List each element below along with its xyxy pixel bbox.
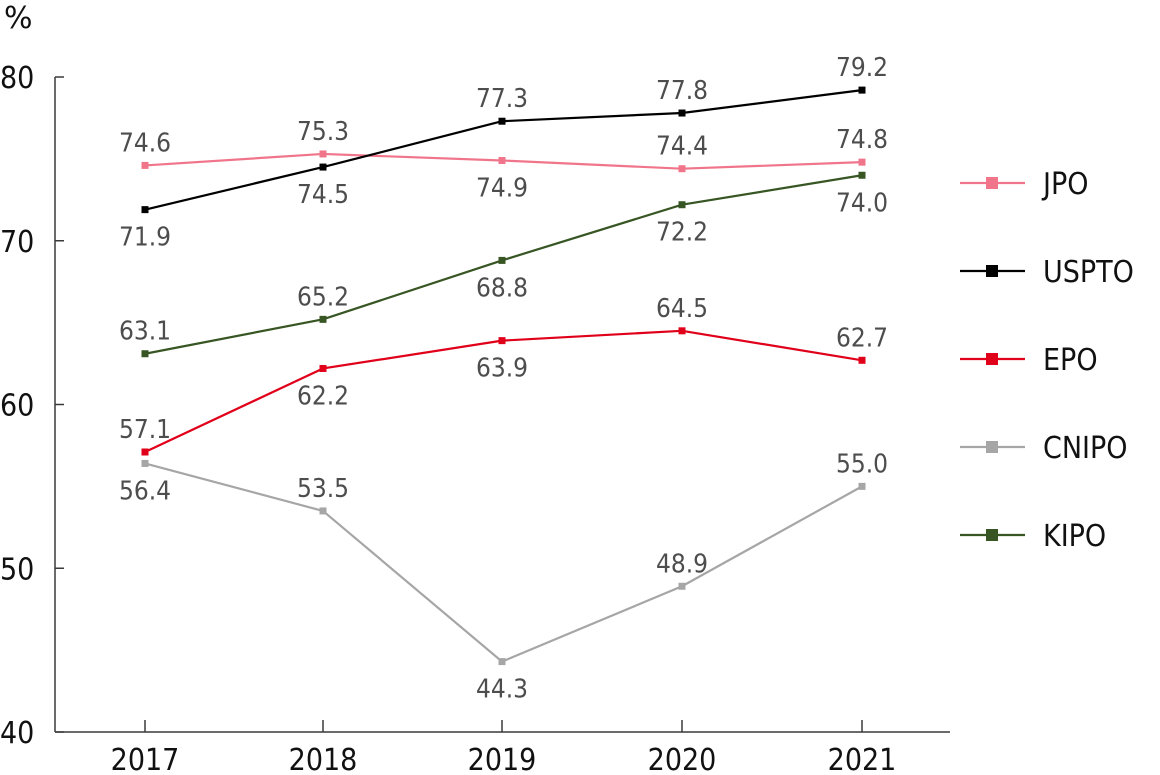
series-line-epo (144, 329, 863, 453)
data-label-jpo: 74.6 (119, 128, 171, 158)
data-label-epo: 62.2 (297, 381, 349, 411)
data-label-kipo: 74.0 (836, 188, 888, 218)
data-label-epo: 63.9 (476, 354, 528, 384)
data-point-uspto (319, 163, 327, 171)
data-label-kipo: 63.1 (119, 317, 171, 347)
data-point-kipo (498, 256, 506, 264)
x-tick-label: 2020 (648, 743, 717, 775)
series-uspto (141, 86, 866, 214)
legend-item-cnipo: CNIPO (960, 431, 1128, 466)
legend-item-uspto: USPTO (960, 255, 1134, 290)
data-point-uspto (678, 109, 686, 117)
y-tick-label: 50 (0, 552, 34, 587)
data-label-uspto: 77.3 (476, 84, 528, 114)
legend-marker (986, 441, 998, 453)
y-tick-label: 70 (0, 225, 34, 260)
data-point-kipo (319, 315, 327, 323)
data-point-cnipo (141, 459, 149, 467)
legend-marker (986, 353, 998, 365)
data-label-jpo: 74.8 (836, 125, 888, 155)
data-point-cnipo (678, 582, 686, 590)
data-point-uspto (858, 86, 866, 94)
data-label-epo: 64.5 (656, 294, 708, 324)
data-label-jpo: 75.3 (297, 117, 349, 147)
data-label-uspto: 79.2 (836, 53, 888, 83)
data-point-uspto (141, 206, 149, 214)
legend-label: USPTO (1043, 255, 1134, 290)
data-label-epo: 57.1 (119, 415, 171, 445)
data-label-cnipo: 53.5 (297, 474, 349, 504)
data-point-uspto (498, 117, 506, 125)
data-point-cnipo (319, 507, 327, 515)
data-label-uspto: 74.5 (297, 180, 349, 210)
data-point-kipo (141, 350, 149, 358)
data-label-kipo: 72.2 (656, 218, 708, 248)
legend-item-epo: EPO (960, 343, 1098, 378)
data-point-epo (141, 448, 149, 456)
series-cnipo (141, 459, 866, 666)
series-epo (141, 327, 866, 456)
data-label-uspto: 77.8 (656, 76, 708, 106)
x-axis-ticks: 2017 2018 2019 2020 2021 (111, 720, 897, 775)
data-point-kipo (678, 201, 686, 209)
legend-item-kipo: KIPO (960, 519, 1106, 554)
data-label-kipo: 68.8 (476, 273, 528, 303)
series-kipo (141, 171, 866, 358)
data-label-cnipo: 55.0 (836, 449, 888, 479)
data-labels: 74.6 75.3 74.9 74.4 74.8 71.9 74.5 77.3 77.8 79.2… (119, 53, 888, 704)
y-tick-label: 80 (0, 61, 34, 96)
data-point-jpo (678, 165, 686, 173)
data-point-jpo (141, 161, 149, 169)
data-label-cnipo: 56.4 (119, 476, 171, 506)
data-point-epo (319, 364, 327, 372)
y-axis-ticks: 40 50 60 70 80 (0, 61, 64, 751)
series-layer: 74.6 75.3 74.9 74.4 74.8 71.9 74.5 77.3 77.8 79.2… (119, 53, 888, 704)
legend-label: CNIPO (1043, 431, 1128, 466)
legend-label: EPO (1043, 343, 1098, 378)
data-label-jpo: 74.9 (476, 174, 528, 204)
legend-marker (986, 177, 998, 189)
legend: JPO USPTO EPO CNIPO KIPO (960, 167, 1134, 554)
data-label-jpo: 74.4 (656, 132, 708, 162)
data-label-kipo: 65.2 (297, 282, 349, 312)
data-label-cnipo: 48.9 (656, 549, 708, 579)
legend-item-jpo: JPO (960, 167, 1088, 202)
data-label-epo: 62.7 (836, 323, 888, 353)
data-point-kipo (858, 171, 866, 179)
legend-label: KIPO (1043, 519, 1106, 554)
legend-label: JPO (1041, 167, 1088, 202)
data-point-cnipo (498, 658, 506, 666)
x-tick-label: 2017 (111, 743, 180, 775)
data-point-epo (678, 327, 686, 335)
data-point-jpo (319, 150, 327, 158)
data-label-cnipo: 44.3 (476, 675, 528, 705)
legend-marker (986, 265, 998, 277)
series-line-cnipo (144, 462, 863, 663)
y-tick-label: 60 (0, 389, 34, 424)
data-label-uspto: 71.9 (119, 223, 171, 253)
data-point-jpo (858, 158, 866, 166)
data-point-cnipo (858, 482, 866, 490)
y-axis-unit: % (4, 1, 33, 36)
x-tick-label: 2018 (289, 743, 358, 775)
y-tick-label: 40 (0, 716, 34, 751)
data-point-jpo (498, 157, 506, 165)
legend-marker (986, 529, 998, 541)
series-jpo (141, 150, 866, 173)
x-tick-label: 2021 (828, 743, 897, 775)
data-point-epo (858, 356, 866, 364)
x-tick-label: 2019 (468, 743, 537, 775)
data-point-epo (498, 337, 506, 345)
